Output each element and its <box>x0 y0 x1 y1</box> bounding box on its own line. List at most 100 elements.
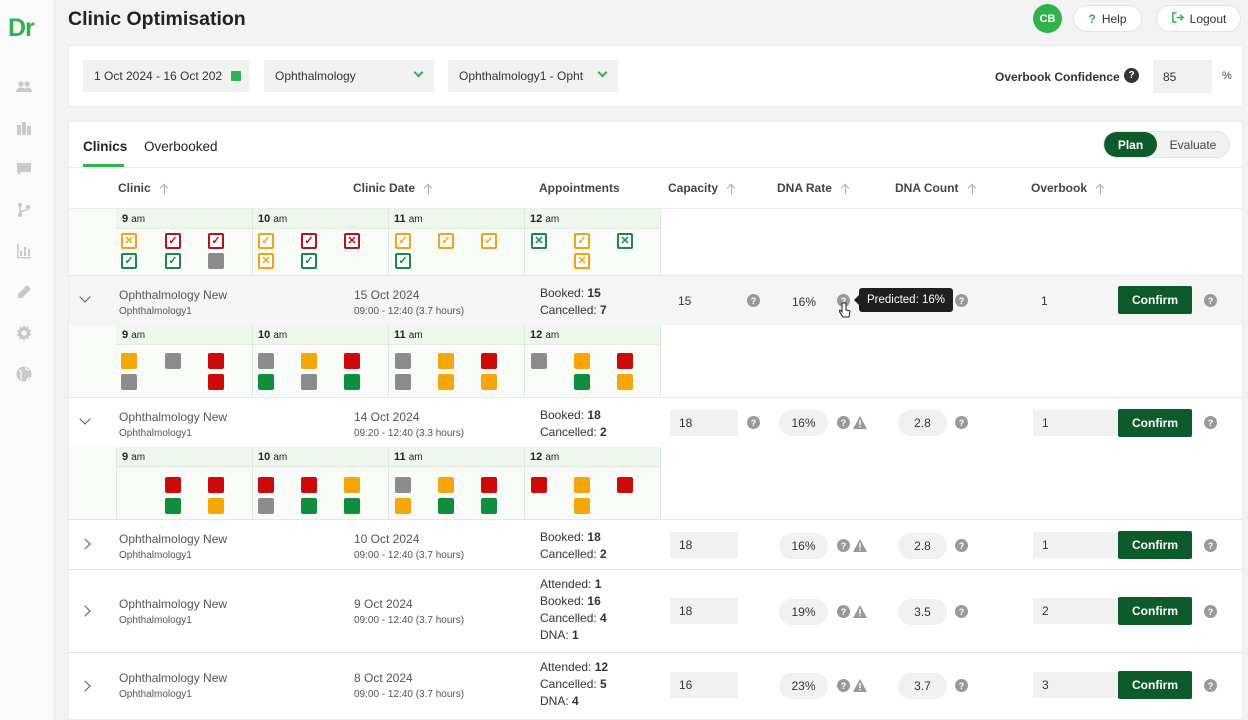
slot-checked-icon[interactable]: ✓ <box>574 233 590 249</box>
help-icon[interactable]: ? <box>837 539 850 552</box>
help-icon[interactable]: ? <box>955 605 968 618</box>
confirm-button[interactable]: Confirm <box>1118 409 1192 437</box>
slot-checked-icon[interactable]: ✓ <box>481 233 497 249</box>
help-icon[interactable]: ? <box>837 294 850 307</box>
col-clinic[interactable]: Clinic <box>118 181 170 195</box>
table-row[interactable]: Ophthalmology New Ophthalmology1 15 Oct … <box>69 275 1242 325</box>
slot-checked-icon[interactable]: ✓ <box>395 233 411 249</box>
slot-cancelled[interactable] <box>617 477 633 493</box>
slot-cancelled[interactable] <box>208 353 224 369</box>
help-icon[interactable]: ? <box>955 416 968 429</box>
tab-overbooked[interactable]: Overbooked <box>144 139 218 154</box>
slot-checked-icon[interactable]: ✓ <box>165 253 181 269</box>
slot-checked-icon[interactable]: ✓ <box>301 233 317 249</box>
table-row[interactable]: Ophthalmology New Ophthalmology1 14 Oct … <box>69 397 1242 447</box>
table-row[interactable]: Ophthalmology New Ophthalmology1 9 Oct 2… <box>69 569 1242 652</box>
slot-booked[interactable] <box>481 374 497 390</box>
help-icon[interactable]: ? <box>837 605 850 618</box>
confirm-button[interactable]: Confirm <box>1118 286 1192 314</box>
slot-empty[interactable] <box>258 498 274 514</box>
help-icon[interactable]: ? <box>955 539 968 552</box>
slot-checked-icon[interactable]: ✓ <box>301 253 317 269</box>
slot-cancelled[interactable] <box>208 374 224 390</box>
help-icon[interactable]: ? <box>837 416 850 429</box>
help-icon[interactable]: ? <box>1204 679 1217 692</box>
col-dna-rate[interactable]: DNA Rate <box>777 181 851 195</box>
slot-booked[interactable] <box>121 353 137 369</box>
slot-booked[interactable] <box>574 353 590 369</box>
col-capacity[interactable]: Capacity <box>668 181 737 195</box>
slot-cancelled[interactable] <box>165 477 181 493</box>
confirm-button[interactable]: Confirm <box>1118 671 1192 699</box>
slot-cancelled[interactable] <box>617 353 633 369</box>
users-icon[interactable] <box>14 77 34 97</box>
slot-checked-icon[interactable]: ✓ <box>258 233 274 249</box>
slot-checked-icon[interactable]: ✓ <box>395 253 411 269</box>
slot-attended[interactable] <box>481 498 497 514</box>
slot-cancelled[interactable] <box>208 477 224 493</box>
help-icon[interactable]: ? <box>747 416 760 429</box>
capacity-input[interactable]: 18 <box>670 532 738 558</box>
slot-empty[interactable] <box>301 374 317 390</box>
slot-empty[interactable] <box>258 353 274 369</box>
building-icon[interactable] <box>14 118 34 138</box>
slot-cancelled-icon[interactable]: ✕ <box>617 233 633 249</box>
help-icon[interactable]: ? <box>955 294 968 307</box>
slot-empty[interactable] <box>165 353 181 369</box>
slot-empty[interactable] <box>395 374 411 390</box>
specialty-select[interactable]: Ophthalmology <box>264 60 434 92</box>
slot-cancelled[interactable] <box>258 477 274 493</box>
slot-empty[interactable] <box>121 374 137 390</box>
overbook-input[interactable]: 1 <box>1033 410 1119 436</box>
avatar[interactable]: CB <box>1033 4 1062 33</box>
chevron-down-icon[interactable] <box>79 413 91 425</box>
globe-icon[interactable] <box>14 364 34 384</box>
slot-checked-icon[interactable]: ✓ <box>438 233 454 249</box>
help-icon[interactable]: ? <box>1204 539 1217 552</box>
slot-booked[interactable] <box>438 374 454 390</box>
slot-cancelled[interactable] <box>531 477 547 493</box>
help-icon[interactable]: ? <box>1124 68 1139 83</box>
slot-booked[interactable] <box>344 477 360 493</box>
slot-attended[interactable] <box>301 498 317 514</box>
help-icon[interactable]: ? <box>747 294 760 307</box>
slot-attended[interactable] <box>344 374 360 390</box>
slot-cancelled[interactable] <box>481 353 497 369</box>
slot-booked[interactable] <box>438 353 454 369</box>
slot-cancelled-icon[interactable]: ✕ <box>121 233 137 249</box>
table-row[interactable]: Ophthalmology New Ophthalmology1 10 Oct … <box>69 519 1242 569</box>
confirm-button[interactable]: Confirm <box>1118 531 1192 559</box>
slot-cancelled-icon[interactable]: ✕ <box>531 233 547 249</box>
gear-icon[interactable] <box>14 323 34 343</box>
slot-checked-icon[interactable]: ✓ <box>165 233 181 249</box>
slot-empty[interactable] <box>395 353 411 369</box>
table-row[interactable]: Ophthalmology New Ophthalmology1 8 Oct 2… <box>69 652 1242 718</box>
slot-cancelled-icon[interactable]: ✕ <box>344 233 360 249</box>
slot-checked-icon[interactable]: ✓ <box>208 233 224 249</box>
slot-attended[interactable] <box>438 498 454 514</box>
slot-cancelled[interactable] <box>481 477 497 493</box>
help-icon[interactable]: ? <box>837 679 850 692</box>
overbook-confidence-input[interactable]: 85 <box>1153 60 1212 93</box>
logout-button[interactable]: Logout <box>1156 5 1241 32</box>
tab-clinics[interactable]: Clinics <box>83 139 128 154</box>
plan-button[interactable]: Plan <box>1104 132 1157 157</box>
chevron-right-icon[interactable] <box>79 538 91 550</box>
slot-booked[interactable] <box>301 353 317 369</box>
col-clinic-date[interactable]: Clinic Date <box>353 181 434 195</box>
chevron-right-icon[interactable] <box>79 680 91 692</box>
slot-cancelled-icon[interactable]: ✕ <box>574 253 590 269</box>
slot-empty[interactable] <box>208 253 224 269</box>
slot-attended[interactable] <box>344 498 360 514</box>
slot-attended[interactable] <box>574 374 590 390</box>
slot-booked[interactable] <box>574 477 590 493</box>
col-overbook[interactable]: Overbook <box>1031 181 1106 195</box>
branch-icon[interactable] <box>14 200 34 220</box>
slot-attended[interactable] <box>165 498 181 514</box>
capacity-input[interactable]: 18 <box>670 598 738 624</box>
clinic-select[interactable]: Ophthalmology1 - Ophtl <box>448 60 618 92</box>
slot-checked-icon[interactable]: ✓ <box>121 253 137 269</box>
slot-cancelled[interactable] <box>344 353 360 369</box>
chevron-right-icon[interactable] <box>79 605 91 617</box>
slot-cancelled-icon[interactable]: ✕ <box>258 253 274 269</box>
